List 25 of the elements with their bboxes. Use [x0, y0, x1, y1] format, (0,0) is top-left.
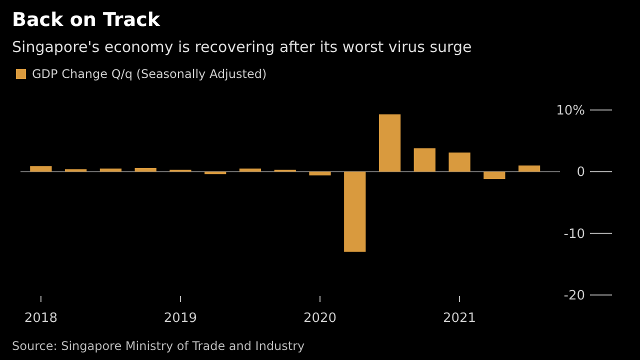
bar: [239, 168, 262, 172]
x-tick-label: 2019: [164, 311, 198, 326]
bar: [309, 172, 331, 176]
bar: [518, 166, 540, 172]
bar: [484, 172, 506, 180]
x-tick-label: 2021: [442, 311, 476, 326]
bar: [134, 168, 156, 172]
bar: [65, 169, 87, 172]
bar: [204, 172, 226, 174]
chart-subtitle: Singapore's economy is recovering after its worst virus surge: [12, 38, 472, 56]
x-tick-label: 2020: [303, 311, 337, 326]
legend-label: GDP Change Q/q (Seasonally Adjusted): [32, 67, 267, 81]
y-tick-label: -20: [564, 288, 585, 304]
bar: [414, 148, 436, 172]
y-tick-label: 0: [576, 165, 585, 180]
x-tick-label: 2018: [24, 311, 58, 326]
bar: [448, 152, 470, 172]
y-tick-label: 10%: [556, 104, 585, 119]
bar: [344, 172, 366, 252]
bar: [30, 166, 52, 172]
source-note: Source: Singapore Ministry of Trade and Industry: [12, 339, 305, 353]
chart-title: Back on Track: [12, 9, 160, 31]
bar: [100, 168, 122, 172]
bar: [378, 114, 401, 172]
y-tick-label: -10: [564, 226, 585, 242]
